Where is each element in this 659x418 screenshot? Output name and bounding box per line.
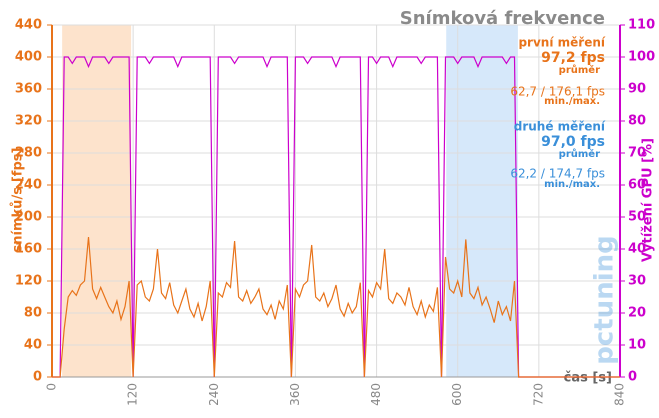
y-tick-label: 360 [15,82,42,97]
highlight-band [62,25,132,377]
y2-tick-label: 10 [628,338,646,353]
y2-tick-label: 50 [628,210,646,225]
annotation: první měření [518,36,605,50]
x-tick-label: 360 [288,383,302,406]
y-axis-label: snímků/s.[fps] [11,148,26,253]
y2-tick-label: 60 [628,178,646,193]
y-tick-label: 160 [15,242,42,257]
y2-tick-label: 70 [628,146,646,161]
highlight-band [446,25,518,377]
x-tick-label: 600 [450,383,464,406]
y2-tick-label: 80 [628,114,646,129]
annotation: druhé měření [514,120,606,134]
annotation: průměr [559,63,600,76]
y2-tick-label: 20 [628,306,646,321]
y2-tick-label: 90 [628,82,646,97]
y2-tick-label: 100 [628,50,655,65]
annotation: min./max. [544,179,600,190]
x-tick-label: 480 [369,383,383,406]
y-tick-label: 400 [15,50,42,65]
annotation: 97,2 fps [541,50,605,66]
annotation: min./max. [544,96,600,107]
x-tick-label: 240 [207,383,221,406]
x-tick-label: 0 [45,383,59,391]
x-tick-label: 840 [613,383,627,406]
series-line [52,236,620,378]
y-tick-label: 200 [15,210,42,225]
x-axis-label: čas [s] [564,371,612,386]
y2-axis-label: Vytížení GPU [%] [641,138,656,262]
watermark: pctuning [590,235,620,365]
y-tick-label: 240 [15,178,42,193]
annotation: 62,7 / 176,1 fps [510,85,605,99]
y-tick-label: 80 [24,306,42,321]
x-tick-label: 120 [126,383,140,406]
annotation: 97,0 fps [541,134,605,150]
y2-tick-label: 0 [628,370,637,385]
y2-tick-label: 110 [628,18,655,33]
x-tick-label: 720 [531,383,545,406]
y2-tick-label: 40 [628,242,646,257]
y-tick-label: 280 [15,146,42,161]
y-tick-label: 40 [24,338,42,353]
y2-tick-label: 30 [628,274,646,289]
annotation: 62,2 / 174,7 fps [510,167,605,181]
y-tick-label: 320 [15,114,42,129]
annotation: průměr [559,147,600,160]
y-tick-label: 120 [15,274,42,289]
chart-title: Snímková frekvence [400,8,605,29]
y-tick-label: 0 [33,370,42,385]
y-tick-label: 440 [15,18,42,33]
